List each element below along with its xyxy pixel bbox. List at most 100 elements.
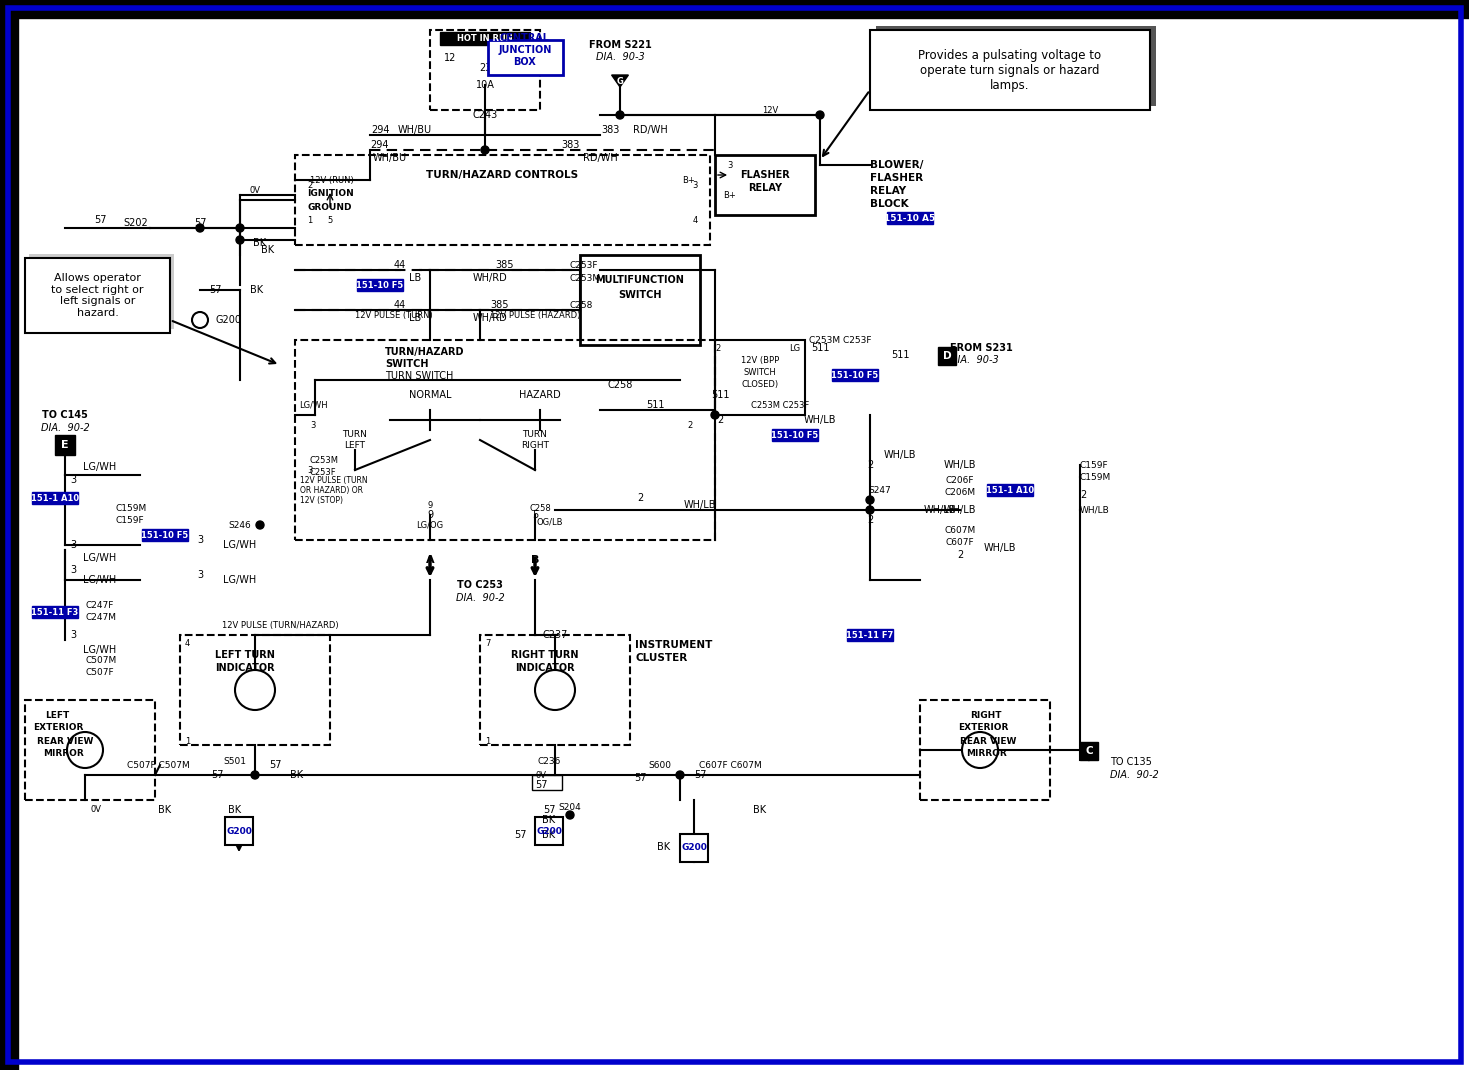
Bar [25,700,156,800]
Text: S202: S202 [123,218,148,228]
Text: 12V PULSE (TURN/HAZARD): 12V PULSE (TURN/HAZARD) [222,621,338,629]
Text: BK: BK [261,245,275,255]
Text: 2: 2 [715,343,720,352]
Text: C206F: C206F [946,475,974,485]
Text: 57: 57 [542,805,555,815]
Text: C258: C258 [607,380,633,389]
Text: FROM S221: FROM S221 [589,40,651,50]
Text: WH/BU: WH/BU [373,153,407,163]
Text: Provides a pulsating voltage to
operate turn signals or hazard
lamps.: Provides a pulsating voltage to operate … [918,48,1102,92]
Text: 12V PULSE (HAZARD): 12V PULSE (HAZARD) [491,310,580,320]
Text: C253F: C253F [570,260,598,270]
Text: CLUSTER: CLUSTER [635,653,687,663]
Text: 385: 385 [491,300,510,310]
Text: CLOSED): CLOSED) [742,380,779,388]
Text: TURN
RIGHT: TURN RIGHT [521,430,549,449]
Text: BK: BK [542,830,555,840]
Text: WH/LB: WH/LB [924,505,956,515]
Text: LG/WH: LG/WH [84,575,116,585]
Text: TO C135: TO C135 [1111,756,1152,767]
Text: BK: BK [658,842,670,852]
Text: 511: 511 [646,400,664,410]
Text: C507F: C507F [85,668,113,676]
Text: S204: S204 [558,802,582,811]
Text: C258: C258 [529,504,551,513]
Circle shape [68,732,103,768]
Text: 2: 2 [1080,490,1086,500]
Text: SWITCH: SWITCH [743,367,777,377]
Bar [29,254,173,328]
Text: 57: 57 [693,770,707,780]
Text: B+: B+ [724,190,736,199]
Text: 3: 3 [197,570,203,580]
Text: S247: S247 [868,486,892,494]
Text: WH/RD: WH/RD [473,273,507,282]
Text: 9: 9 [427,501,433,509]
Circle shape [676,771,685,779]
Text: 1: 1 [185,737,191,747]
Text: BK: BK [250,285,263,295]
Bar [939,347,956,365]
Text: 511: 511 [711,389,729,400]
Text: C236: C236 [538,758,561,766]
Text: WH/LB: WH/LB [1080,505,1109,515]
Text: C253F: C253F [310,468,336,476]
Text: 0V: 0V [535,770,546,780]
Text: C159F: C159F [115,516,144,524]
Text: SWITCH: SWITCH [385,360,429,369]
Text: LB: LB [408,273,422,282]
Bar [181,635,331,745]
Text: C: C [1086,746,1093,756]
Text: TO C253: TO C253 [457,580,502,590]
Text: C258: C258 [570,301,593,309]
Text: LG/WH: LG/WH [223,575,257,585]
Text: 57: 57 [514,830,526,840]
Text: EXTERIOR: EXTERIOR [32,723,84,733]
Text: DIA.  90-3: DIA. 90-3 [595,52,645,62]
Text: BK: BK [542,815,555,825]
Text: INDICATOR: INDICATOR [516,663,574,673]
Text: 10A: 10A [476,80,495,90]
Text: B: B [530,555,539,565]
Bar [54,435,75,455]
Text: RELAY: RELAY [748,183,782,193]
Circle shape [251,771,259,779]
Text: 151-10 F5: 151-10 F5 [357,280,404,290]
Text: C159F: C159F [1080,460,1109,470]
Text: FROM S231: FROM S231 [950,343,1012,353]
Text: 57: 57 [269,760,281,770]
Circle shape [237,236,244,244]
Text: C607M: C607M [945,525,975,535]
Circle shape [235,670,275,710]
Text: INDICATOR: INDICATOR [214,663,275,673]
Text: 44: 44 [394,300,405,310]
Text: DIA.  90-2: DIA. 90-2 [455,593,504,603]
Text: 57: 57 [210,770,223,780]
Text: 7: 7 [485,639,491,647]
Text: NORMAL: NORMAL [408,389,451,400]
Text: G: G [617,76,623,86]
Text: E: E [62,440,69,450]
Text: A: A [426,555,435,565]
Text: 3: 3 [307,465,313,474]
Text: C607F: C607F [946,537,974,547]
Bar [480,635,630,745]
Circle shape [192,312,209,328]
Text: WH/LB: WH/LB [943,460,977,470]
Text: LG/WH: LG/WH [84,645,116,655]
Text: DIA.  90-2: DIA. 90-2 [41,423,90,433]
Text: MIRROR: MIRROR [967,749,1006,759]
Text: IGNITION: IGNITION [307,188,354,198]
Text: 511: 511 [890,350,909,360]
Bar [920,700,1050,800]
Text: RELAY: RELAY [870,186,906,196]
Text: MULTIFUNCTION: MULTIFUNCTION [595,275,685,285]
Text: TURN/HAZARD CONTROLS: TURN/HAZARD CONTROLS [426,170,579,180]
Text: C159M: C159M [1080,473,1111,482]
Text: WH/LB: WH/LB [683,500,717,510]
Circle shape [480,146,489,154]
Text: 2: 2 [867,460,873,470]
Text: C247M: C247M [85,612,116,622]
Text: 2: 2 [638,493,643,503]
Text: S501: S501 [223,758,247,766]
